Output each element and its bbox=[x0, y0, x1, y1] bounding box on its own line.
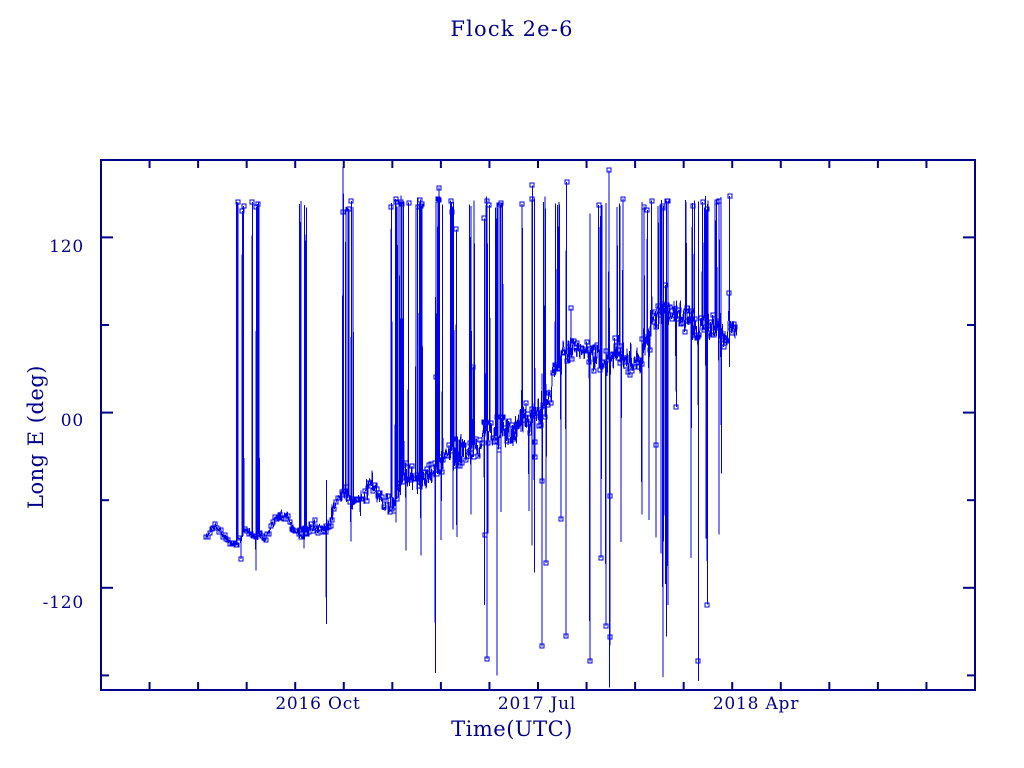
x-axis-title: Time(UTC) bbox=[451, 717, 573, 741]
plot-frame-and-ticks bbox=[100, 159, 976, 691]
page-title: Flock 2e-6 bbox=[450, 17, 574, 41]
y-tick-label-120: 120 bbox=[49, 237, 84, 257]
y-tick-label-0: 00 bbox=[60, 411, 84, 431]
x-tick-label-2018-apr: 2018 Apr bbox=[712, 694, 800, 714]
plot-data-series bbox=[203, 166, 738, 688]
x-tick-label-2017-jul: 2017 Jul bbox=[497, 694, 577, 714]
y-tick-label-minus120: -120 bbox=[42, 593, 84, 613]
x-tick-label-2016-oct: 2016 Oct bbox=[275, 694, 361, 714]
